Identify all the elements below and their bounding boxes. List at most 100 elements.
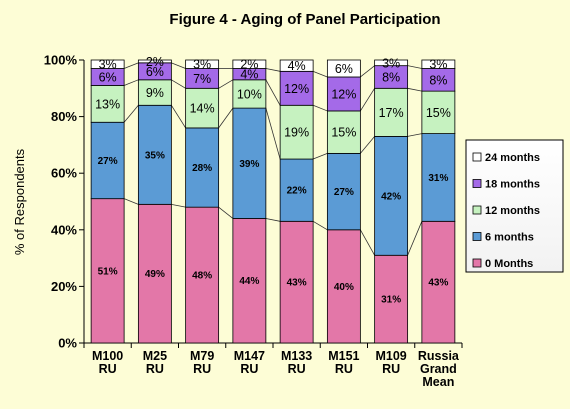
data-label: 2% bbox=[146, 55, 164, 69]
data-label: 49% bbox=[145, 269, 165, 280]
bar-segment bbox=[326, 76, 361, 112]
series-line bbox=[265, 79, 281, 106]
series-line bbox=[171, 203, 186, 208]
data-label: 19% bbox=[284, 126, 309, 140]
legend-box bbox=[465, 139, 564, 273]
category-label: M151 RU bbox=[328, 349, 359, 376]
data-label: 15% bbox=[331, 126, 356, 140]
series-line bbox=[407, 87, 422, 92]
data-label: 27% bbox=[334, 187, 354, 198]
data-label: 51% bbox=[98, 266, 118, 277]
series-line bbox=[360, 88, 375, 112]
y-tick-label: 80% bbox=[51, 109, 77, 124]
legend-swatch bbox=[472, 258, 482, 268]
bar-segment bbox=[185, 59, 220, 69]
data-label: 43% bbox=[428, 278, 448, 289]
legend-label: 24 months bbox=[485, 152, 540, 164]
data-label: 48% bbox=[192, 271, 212, 282]
category-label: M133 RU bbox=[281, 349, 312, 376]
bar-segment bbox=[279, 220, 314, 344]
data-label: 6% bbox=[99, 70, 117, 84]
data-label: 8% bbox=[429, 73, 447, 87]
series-line bbox=[407, 133, 422, 137]
bar-segment bbox=[232, 79, 267, 109]
bar-segment bbox=[326, 110, 361, 154]
bar-segment bbox=[90, 59, 125, 69]
bar-segment bbox=[232, 59, 267, 69]
bar-segment bbox=[279, 104, 314, 160]
bar-segment bbox=[421, 90, 456, 134]
series-line bbox=[171, 105, 186, 129]
data-label: 4% bbox=[240, 68, 258, 82]
category-label: M147 RU bbox=[234, 349, 265, 376]
data-label: 10% bbox=[237, 87, 262, 101]
legend-label: 18 months bbox=[485, 179, 540, 191]
data-label: 44% bbox=[239, 276, 259, 287]
category-label: Russia Grand Mean bbox=[418, 349, 460, 389]
data-label: 27% bbox=[98, 156, 118, 167]
y-tick-label: 0% bbox=[58, 336, 77, 351]
bar-segment bbox=[137, 59, 172, 64]
data-label: 3% bbox=[193, 58, 211, 72]
series-line bbox=[265, 108, 281, 160]
series-line bbox=[218, 79, 234, 89]
bar-segment bbox=[421, 220, 456, 344]
legend: 24 months 18 months 12 months 6 months 0 Mon… bbox=[465, 139, 564, 273]
y-tick-label: 100% bbox=[44, 53, 78, 68]
data-label: 31% bbox=[381, 295, 401, 306]
legend-swatch bbox=[472, 232, 482, 241]
data-label: 17% bbox=[379, 106, 404, 120]
bar-segment bbox=[326, 229, 361, 344]
bar-segment bbox=[279, 70, 314, 106]
series-line bbox=[123, 198, 139, 205]
series-line bbox=[407, 65, 422, 69]
category-label: M79 RU bbox=[190, 349, 214, 376]
series-line bbox=[171, 62, 186, 69]
bar-segment bbox=[374, 254, 409, 344]
data-label: 22% bbox=[287, 186, 307, 197]
data-label: 14% bbox=[190, 102, 215, 116]
data-label: 6% bbox=[146, 65, 164, 79]
series-line bbox=[312, 220, 328, 231]
bar-segment bbox=[374, 87, 409, 137]
data-label: 35% bbox=[145, 150, 165, 161]
bar-segment bbox=[185, 127, 220, 208]
series-line bbox=[312, 70, 328, 78]
series-line bbox=[218, 206, 234, 219]
series-line bbox=[123, 105, 139, 123]
data-label: 42% bbox=[381, 191, 401, 202]
bar-segment bbox=[279, 158, 314, 222]
bar-segment bbox=[279, 59, 314, 72]
bar-segment bbox=[421, 133, 456, 222]
data-label: 8% bbox=[382, 70, 400, 84]
series-line bbox=[171, 79, 186, 89]
bar-segment bbox=[185, 87, 220, 129]
bar-segment bbox=[326, 152, 361, 231]
bar-segment bbox=[326, 59, 361, 78]
legend-swatch bbox=[472, 179, 482, 188]
data-label: 4% bbox=[288, 59, 306, 73]
series-line bbox=[265, 218, 281, 222]
series-line bbox=[218, 107, 234, 129]
y-tick-label: 40% bbox=[51, 222, 77, 237]
bar-segment bbox=[90, 121, 125, 200]
y-tick-label: 60% bbox=[51, 166, 77, 181]
data-label: 9% bbox=[146, 86, 164, 100]
category-label: M100 RU bbox=[92, 349, 123, 376]
y-tick-label: 20% bbox=[51, 279, 77, 294]
bar-segment bbox=[232, 218, 267, 344]
chart-title: Figure 4 - Aging of Panel Participation bbox=[169, 11, 440, 28]
bar-segment bbox=[137, 104, 172, 205]
legend-label: 6 months bbox=[485, 232, 534, 244]
series-line bbox=[265, 68, 281, 72]
data-label: 6% bbox=[335, 62, 353, 76]
plot-area: 0% 20% 40% 60% 80% 100% M100 RU M25 RU M79 RU M147 RU… bbox=[44, 53, 463, 389]
data-label: 39% bbox=[239, 159, 259, 170]
data-label: 12% bbox=[331, 87, 356, 101]
series-line bbox=[123, 79, 139, 86]
bar-segment bbox=[374, 59, 409, 67]
data-label: 31% bbox=[428, 173, 448, 184]
bar-segment bbox=[232, 107, 267, 219]
series-line bbox=[360, 136, 375, 154]
